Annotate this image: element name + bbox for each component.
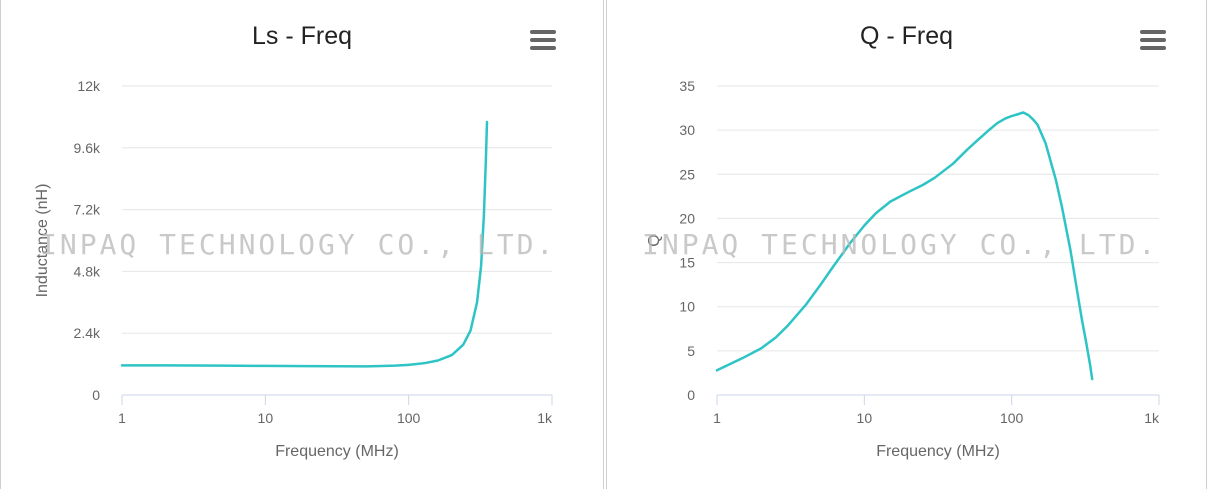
y-tick-label: 15 [679,255,695,271]
q-chart-menu-icon[interactable] [1140,30,1166,52]
x-tick-label: 1k [537,410,553,426]
ls-chart-menu-icon[interactable] [530,30,556,52]
y-tick-label: 5 [687,343,695,359]
y-axis-title: Q [646,234,663,246]
y-tick-label: 12k [77,78,101,94]
y-axis-title: Inductance (nH) [34,184,51,298]
menu-bar [530,30,556,34]
x-axis-title: Frequency (MHz) [275,443,399,460]
series-line [120,120,489,368]
y-tick-label: 10 [679,299,695,315]
ls-chart-plot: 0 2.4k 4.8k 7.2k 9.6k 12k 1 10 100 1k Frequency (M… [34,78,553,460]
y-tick-label: 0 [92,387,100,403]
q-freq-chart-panel: Q - Freq 0 5 10 15 20 25 30 35 1 10 100 1k Frequency… [606,0,1207,489]
q-chart-plot: 0 5 10 15 20 25 30 35 1 10 100 1k Frequency (MHz) Q [646,78,1160,460]
x-tick-label: 100 [397,410,421,426]
x-tick-label: 100 [1000,410,1024,426]
y-tick-label: 25 [679,166,695,182]
ls-freq-chart-panel: Ls - Freq 0 2.4k 4.8k 7.2k 9.6k 12k 1 10 100 1k Fr… [0,0,604,489]
x-tick-label: 10 [857,410,873,426]
y-tick-label: 2.4k [74,325,101,341]
y-tick-label: 7.2k [74,202,101,218]
x-axis-title: Frequency (MHz) [876,443,1000,460]
menu-bar [1140,38,1166,42]
y-tick-label: 9.6k [74,140,101,156]
y-tick-label: 0 [687,387,695,403]
menu-bar [1140,30,1166,34]
y-tick-label: 30 [679,122,695,138]
x-tick-label: 10 [258,410,274,426]
y-tick-label: 35 [679,78,695,94]
menu-bar [1140,46,1166,50]
x-tick-label: 1k [1144,410,1160,426]
y-tick-label: 20 [679,210,695,226]
q-chart-title: Q - Freq [859,22,954,50]
x-tick-label: 1 [713,410,721,426]
ls-chart-title: Ls - Freq [251,22,353,50]
menu-bar [530,46,556,50]
menu-bar [530,38,556,42]
y-tick-label: 4.8k [74,263,101,279]
x-tick-label: 1 [118,410,126,426]
series-line [715,111,1094,381]
